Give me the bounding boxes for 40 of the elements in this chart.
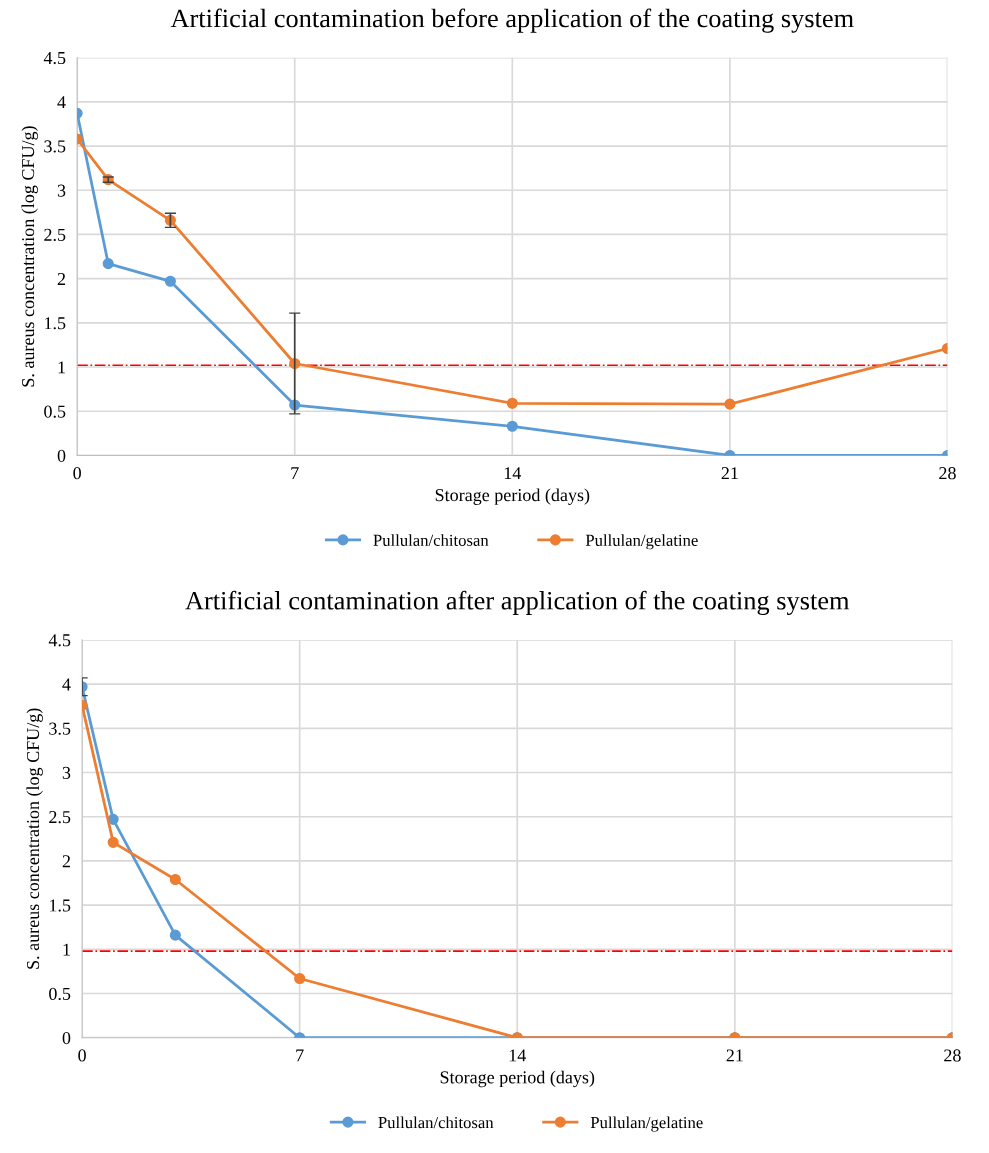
x-tick-label: 7 — [296, 1049, 304, 1062]
y-tick-label: 4.5 — [48, 634, 71, 647]
y-axis-title: S. aureus concentration (log CFU/g) — [26, 708, 43, 969]
y-tick-label: 3.5 — [49, 722, 71, 735]
y-tick-label: 1.5 — [45, 317, 66, 330]
legend-label: Pullulan/chitosan — [378, 1116, 494, 1129]
chart-title: Artificial contamination before application of the coating system — [170, 8, 854, 33]
y-tick-label: 3.5 — [44, 140, 66, 153]
y-tick-label: 1 — [63, 943, 70, 956]
y-tick-label: 2 — [62, 855, 70, 868]
y-tick-label: 4.5 — [43, 52, 66, 65]
x-tick-label: 14 — [509, 1049, 526, 1062]
legend-label: Pullulan/gelatine — [590, 1116, 703, 1132]
x-tick-label: 0 — [73, 467, 81, 480]
x-tick-label: 21 — [726, 1049, 743, 1062]
y-axis-title: S. aureus concentration (log CFU/g) — [21, 126, 38, 387]
y-tick-label: 3 — [62, 766, 71, 779]
legend-label: Pullulan/chitosan — [373, 534, 489, 546]
y-tick-label: 2.5 — [49, 811, 71, 824]
x-tick-label: 14 — [504, 467, 522, 480]
y-tick-label: 2.5 — [44, 228, 66, 241]
x-tick-label: 28 — [939, 467, 956, 480]
chart-title: Artificial contamination after application of the coating system — [185, 590, 850, 616]
y-tick-label: 1.5 — [49, 899, 71, 912]
y-tick-label: 3 — [57, 184, 66, 197]
y-tick-label: 4 — [57, 96, 66, 109]
y-tick-label: 2 — [57, 272, 66, 285]
x-tick-label: 0 — [78, 1049, 86, 1062]
y-tick-label: 0 — [57, 449, 66, 462]
y-tick-label: 0.5 — [49, 987, 71, 1001]
x-tick-label: 21 — [721, 467, 738, 480]
x-tick-label: 7 — [291, 467, 299, 480]
y-tick-label: 4 — [62, 678, 71, 691]
x-axis-title: Storage period (days) — [440, 1070, 595, 1088]
y-tick-label: 1 — [58, 361, 65, 374]
y-tick-label: 0.5 — [44, 405, 66, 418]
x-tick-label: 28 — [944, 1049, 961, 1062]
legend-label: Pullulan/gelatine — [585, 534, 698, 550]
y-tick-label: 0 — [62, 1031, 71, 1045]
x-axis-title: Storage period (days) — [435, 488, 590, 505]
